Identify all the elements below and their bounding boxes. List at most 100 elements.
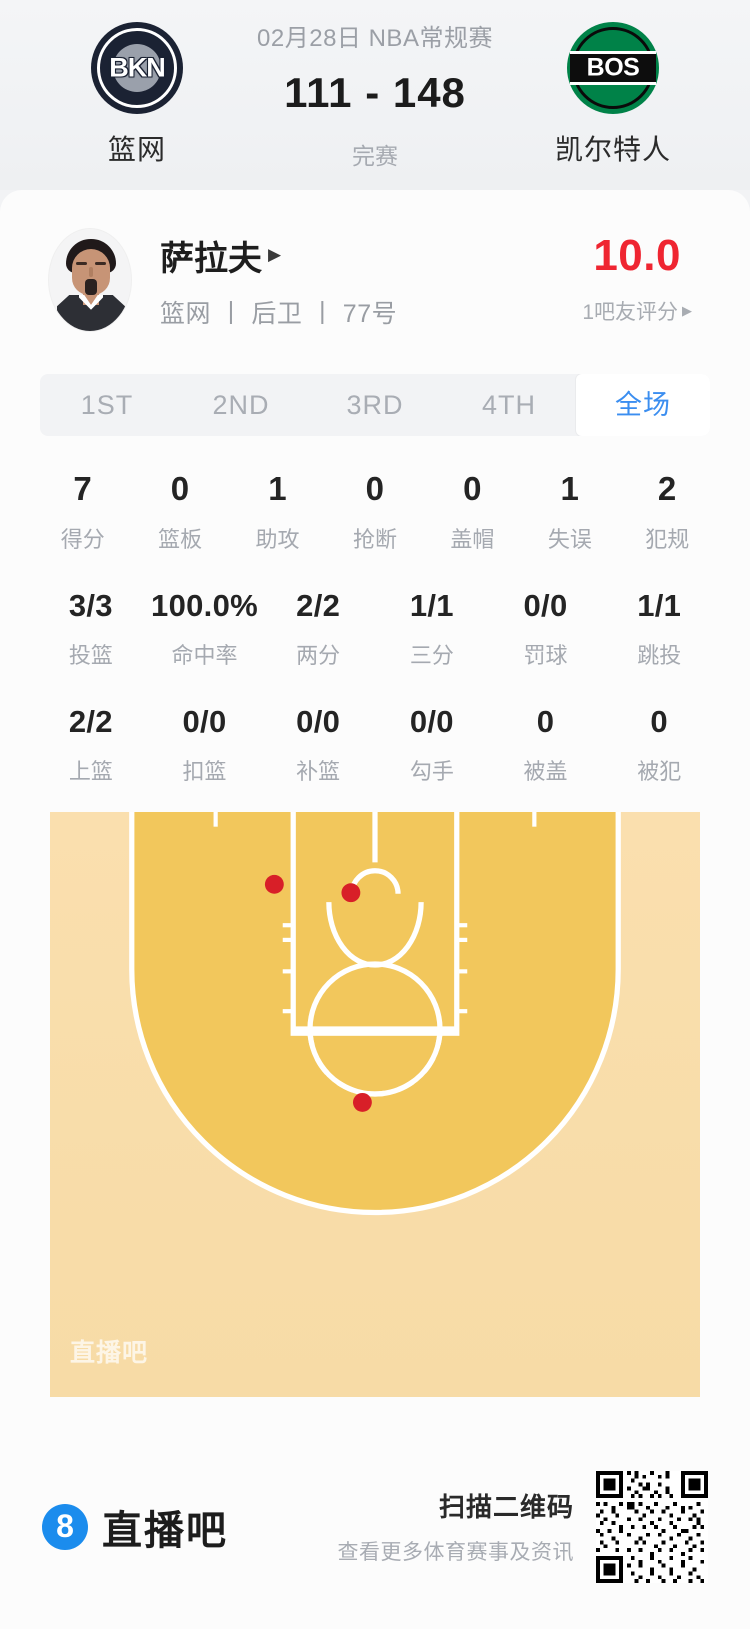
stats-row-shooting: 3/3 投篮 100.0% 命中率 2/2 两分 1/1 三分 0/0 罚球 1… bbox=[34, 588, 716, 670]
player-subtitle: 篮网 丨 后卫 丨 77号 bbox=[160, 299, 398, 328]
stat-label: 篮板 bbox=[158, 527, 203, 552]
stat-value: 0 bbox=[536, 704, 555, 739]
player-name-row[interactable]: 萨拉夫 ▶ bbox=[160, 231, 582, 280]
stat-assists: 1 助攻 bbox=[229, 470, 326, 554]
tab-2nd[interactable]: 2ND bbox=[212, 390, 270, 420]
stat-putback: 0/0 补篮 bbox=[261, 704, 375, 786]
shot-marker bbox=[352, 1092, 372, 1112]
stat-hook-shot: 0/0 勾手 bbox=[375, 704, 489, 786]
stat-two-point: 2/2 两分 bbox=[261, 588, 375, 670]
stat-value: 100.0% bbox=[151, 588, 258, 623]
score-center: 02月28日 NBA常规赛 111 - 148 完赛 bbox=[212, 18, 538, 173]
stat-value: 0 bbox=[650, 704, 668, 739]
stat-value: 0/0 bbox=[182, 704, 227, 739]
stat-rebounds: 0 篮板 bbox=[131, 470, 228, 554]
stat-value: 1/1 bbox=[637, 588, 682, 623]
player-headshot-avatar[interactable] bbox=[48, 228, 132, 332]
stat-value: 0/0 bbox=[409, 704, 454, 739]
bkn-team-logo-icon: BKN bbox=[91, 22, 183, 114]
stats-row-basic: 7 得分 0 篮板 1 助攻 0 抢断 0 盖帽 1 失误 bbox=[34, 470, 716, 554]
stat-points: 7 得分 bbox=[34, 470, 131, 554]
qr-text: 扫描二维码 查看更多体育赛事及资讯 bbox=[338, 1487, 575, 1566]
qr-code-icon[interactable] bbox=[596, 1470, 708, 1583]
stat-label: 扣篮 bbox=[182, 759, 227, 784]
stat-blocks: 0 盖帽 bbox=[424, 470, 521, 554]
shot-marker bbox=[341, 883, 361, 903]
stat-value: 0/0 bbox=[296, 704, 341, 739]
stat-label: 命中率 bbox=[171, 643, 238, 668]
rating-label-row[interactable]: 1吧友评分 ▶ bbox=[582, 296, 692, 326]
bos-logo-text: BOS bbox=[586, 53, 640, 82]
brand-name: 直播吧 bbox=[102, 1508, 228, 1553]
chevron-right-icon: ▶ bbox=[682, 303, 692, 318]
stat-value: 7 bbox=[73, 470, 93, 507]
stat-value: 0 bbox=[365, 470, 385, 507]
player-info: 萨拉夫 ▶ 篮网 丨 后卫 丨 77号 bbox=[132, 231, 582, 330]
shot-chart[interactable]: 直播吧 bbox=[50, 812, 700, 1397]
rating-value: 10.0 bbox=[593, 231, 681, 280]
stat-steals: 0 抢断 bbox=[326, 470, 423, 554]
final-score: 111 - 148 bbox=[284, 68, 466, 116]
stat-label: 跳投 bbox=[637, 643, 682, 668]
court-diagram bbox=[129, 812, 621, 1216]
stat-value: 2 bbox=[657, 470, 677, 507]
stat-blocked: 0 被盖 bbox=[489, 704, 603, 786]
stat-label: 被盖 bbox=[523, 759, 568, 784]
stat-label: 勾手 bbox=[409, 759, 454, 784]
stat-value: 2/2 bbox=[68, 704, 113, 739]
stat-field-goals: 3/3 投篮 bbox=[34, 588, 148, 670]
stat-label: 抢断 bbox=[352, 527, 397, 552]
player-name: 萨拉夫 bbox=[160, 239, 262, 278]
stat-value: 0 bbox=[170, 470, 190, 507]
stat-value: 3/3 bbox=[68, 588, 113, 623]
stat-label: 补篮 bbox=[296, 759, 341, 784]
brand-logo[interactable]: 8 直播吧 bbox=[42, 1498, 228, 1556]
stat-three-point: 1/1 三分 bbox=[375, 588, 489, 670]
stat-jump-shot: 1/1 跳投 bbox=[602, 588, 716, 670]
stat-dunk: 0/0 扣篮 bbox=[148, 704, 262, 786]
stat-label: 犯规 bbox=[645, 527, 690, 552]
away-team[interactable]: BOS 凯尔特人 bbox=[538, 22, 688, 168]
home-team[interactable]: BKN 篮网 bbox=[62, 22, 212, 168]
home-team-name: 篮网 bbox=[107, 134, 166, 165]
tab-3rd[interactable]: 3RD bbox=[346, 390, 404, 420]
stat-value: 1 bbox=[560, 470, 580, 507]
stat-value: 0 bbox=[463, 470, 482, 507]
stat-value: 1 bbox=[268, 470, 287, 507]
game-status: 完赛 bbox=[352, 142, 398, 169]
stat-label: 失误 bbox=[547, 527, 592, 552]
stat-label: 投篮 bbox=[68, 643, 113, 668]
stat-label: 盖帽 bbox=[450, 527, 495, 552]
stat-fouled: 0 被犯 bbox=[602, 704, 716, 786]
stats-card: 萨拉夫 ▶ 篮网 丨 后卫 丨 77号 10.0 1吧友评分 ▶ 1ST 2ND… bbox=[0, 190, 750, 1629]
game-meta: 02月28日 NBA常规赛 bbox=[257, 24, 493, 52]
period-tabs: 1ST 2ND 3RD 4TH 全场 bbox=[40, 374, 710, 436]
stat-label: 上篮 bbox=[68, 759, 113, 784]
stat-label: 两分 bbox=[296, 643, 341, 668]
number-eight-icon: 8 bbox=[42, 1503, 88, 1550]
scoreboard-header: BKN 篮网 02月28日 NBA常规赛 111 - 148 完赛 BOS 凯尔… bbox=[0, 0, 750, 190]
stat-free-throws: 0/0 罚球 bbox=[489, 588, 603, 670]
court-watermark: 直播吧 bbox=[70, 1339, 149, 1367]
player-header: 萨拉夫 ▶ 篮网 丨 后卫 丨 77号 10.0 1吧友评分 ▶ bbox=[0, 190, 750, 332]
app-footer: 8 直播吧 扫描二维码 查看更多体育赛事及资讯 bbox=[0, 1424, 750, 1629]
stat-layup: 2/2 上篮 bbox=[34, 704, 148, 786]
stat-value: 2/2 bbox=[296, 588, 341, 623]
stat-fouls: 2 犯规 bbox=[619, 470, 716, 554]
stat-turnovers: 1 失误 bbox=[521, 470, 618, 554]
tab-1st[interactable]: 1ST bbox=[80, 390, 134, 420]
stat-label: 三分 bbox=[409, 643, 454, 668]
rating-label: 1吧友评分 bbox=[582, 301, 678, 324]
stat-value: 0/0 bbox=[523, 588, 568, 623]
stat-label: 助攻 bbox=[255, 527, 300, 552]
stat-label: 得分 bbox=[60, 527, 105, 552]
qr-subtitle: 查看更多体育赛事及资讯 bbox=[337, 1541, 574, 1564]
bos-team-logo-icon: BOS bbox=[567, 22, 659, 114]
tab-full-game[interactable]: 全场 bbox=[576, 374, 710, 436]
tab-4th[interactable]: 4TH bbox=[481, 390, 536, 420]
qr-promo[interactable]: 扫描二维码 查看更多体育赛事及资讯 bbox=[338, 1470, 708, 1583]
bkn-logo-text: BKN bbox=[109, 52, 166, 83]
fan-rating-block[interactable]: 10.0 1吧友评分 ▶ bbox=[582, 234, 702, 326]
shot-marker bbox=[264, 874, 284, 894]
